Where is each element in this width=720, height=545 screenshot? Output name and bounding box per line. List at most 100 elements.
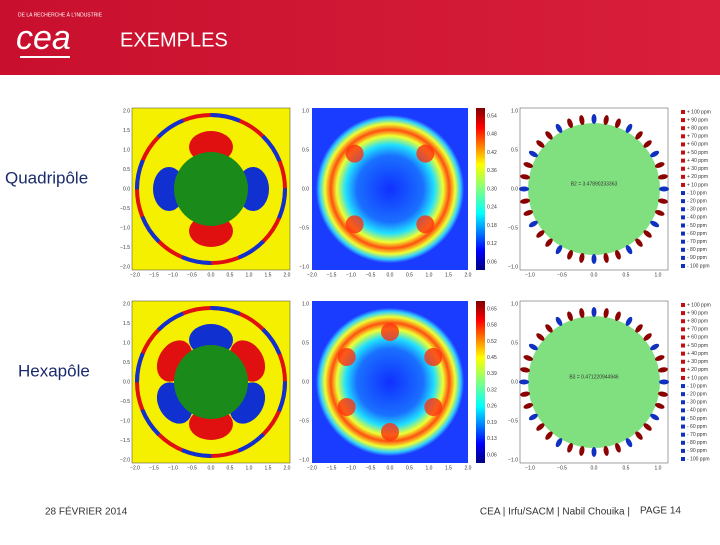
legend-label: - 100 ppm (687, 456, 710, 462)
legend-label: - 30 ppm (687, 400, 707, 406)
coil (625, 438, 633, 448)
tick-label: −1.5 (149, 272, 159, 278)
hot-spot (424, 348, 443, 366)
tick-label: 1.5 (123, 128, 130, 134)
coil (635, 238, 643, 247)
legend-swatch (681, 239, 685, 244)
legend-label: - 60 ppm (687, 424, 707, 430)
legend-swatch (681, 424, 685, 429)
tick-label: 0.45 (487, 355, 497, 361)
outer-ring-blue (135, 306, 287, 458)
tick-label: −1.0 (346, 272, 356, 278)
tick-label: 2.0 (284, 272, 291, 278)
tick-label: 1.0 (511, 108, 518, 114)
coil (635, 431, 643, 440)
hot-spot (345, 215, 364, 234)
coil (657, 367, 668, 373)
coil (615, 311, 621, 321)
legend-swatch (681, 351, 685, 356)
tick-label: 0.18 (487, 223, 497, 229)
tick-label: −1.0 (346, 465, 356, 471)
colorbar (476, 108, 485, 270)
legend-swatch (681, 432, 685, 437)
tick-label: 0.48 (487, 132, 497, 138)
hot-spot (416, 144, 435, 163)
tick-label: −0.5 (299, 225, 309, 231)
tick-label: 1.0 (511, 301, 518, 307)
tick-label: 0.12 (487, 241, 497, 247)
tick-label: 0.0 (387, 465, 394, 471)
legend-label: + 40 ppm (687, 158, 708, 164)
tick-label: 1.0 (302, 301, 309, 307)
tick-label: 0.5 (123, 167, 130, 173)
legend-label: + 80 ppm (687, 126, 708, 132)
legend-swatch (681, 158, 685, 163)
tick-label: 0.42 (487, 150, 497, 156)
legend-label: + 90 ppm (687, 117, 708, 123)
coil (625, 316, 633, 326)
legend-label: + 50 ppm (687, 150, 708, 156)
tick-label: −0.5 (557, 272, 567, 278)
tick-label: 1.0 (426, 272, 433, 278)
coil (615, 118, 621, 128)
legend-label: - 80 ppm (687, 247, 707, 253)
tick-label: −1.5 (149, 465, 159, 471)
legend-label: - 50 ppm (687, 416, 707, 422)
tick-label: −0.5 (508, 225, 518, 231)
coil (657, 198, 668, 204)
legend-swatch (681, 303, 685, 307)
tick-label: 0.0 (511, 379, 518, 385)
tick-label: 0.5 (511, 147, 518, 153)
legend-label: + 30 ppm (687, 166, 708, 172)
tick-label: 1.0 (655, 272, 662, 278)
tick-label: −0.5 (187, 272, 197, 278)
tick-label: 1.0 (246, 272, 253, 278)
legend-label: - 20 ppm (687, 198, 707, 204)
legend-label: - 90 ppm (687, 255, 707, 261)
tick-label: 0.5 (406, 465, 413, 471)
coil (615, 443, 621, 453)
tick-label: 1.0 (302, 108, 309, 114)
tick-label: −0.5 (366, 465, 376, 471)
tick-label: 0.5 (623, 272, 630, 278)
legend-label: + 90 ppm (687, 310, 708, 316)
coil (567, 118, 573, 128)
coil (659, 186, 669, 192)
legend-label: - 50 ppm (687, 223, 707, 229)
legend-swatch (681, 191, 685, 196)
legend-swatch (681, 335, 685, 340)
tick-label: −0.5 (187, 465, 197, 471)
tick-label: 1.0 (426, 465, 433, 471)
legend-label: - 90 ppm (687, 448, 707, 454)
coil (603, 308, 609, 319)
tick-label: 0.26 (487, 404, 497, 410)
annotation: B3 = 0.471220944946 (569, 374, 619, 380)
coil (536, 230, 545, 238)
tick-label: −1.0 (168, 272, 178, 278)
tick-label: −0.5 (366, 272, 376, 278)
tick-label: −1.0 (120, 225, 130, 231)
coil (545, 131, 553, 140)
legend-label: + 100 ppm (687, 109, 711, 115)
coil (625, 123, 633, 133)
tick-label: 2.0 (284, 465, 291, 471)
tick-label: 0.0 (208, 272, 215, 278)
coil (519, 186, 529, 192)
coil (603, 252, 609, 263)
legend-swatch (681, 311, 685, 316)
legend-label: - 10 ppm (687, 383, 707, 389)
legend-label: - 20 ppm (687, 391, 707, 397)
coil (523, 355, 533, 361)
coil (567, 250, 573, 260)
tick-label: 0.5 (302, 147, 309, 153)
coil (519, 379, 529, 385)
tick-label: −0.5 (120, 206, 130, 212)
tick-label: 2.0 (123, 301, 130, 307)
coil (591, 114, 597, 124)
tick-label: 0.58 (487, 323, 497, 329)
coil (545, 324, 553, 333)
legend-swatch (681, 207, 685, 212)
legend-swatch (681, 215, 685, 220)
tick-label: 0.5 (623, 465, 630, 471)
